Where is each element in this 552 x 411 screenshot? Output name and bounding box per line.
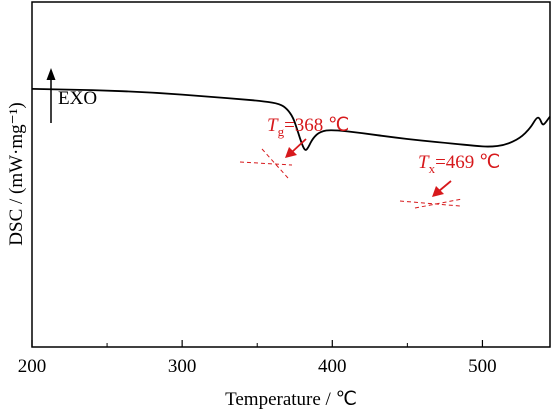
x-tick-label: 400 xyxy=(318,356,347,377)
x-tick-label: 300 xyxy=(168,356,197,377)
x-axis-title: Temperature / ℃ xyxy=(225,389,357,410)
tg-arrow-shaft xyxy=(291,138,307,153)
x-tick-label: 200 xyxy=(18,356,47,377)
tg-annotation-value: =368 ℃ xyxy=(284,115,349,136)
dsc-curve xyxy=(31,88,551,151)
tg-annotation: Tg=368 ℃ xyxy=(267,115,349,139)
series-group xyxy=(31,88,551,151)
tg-tangent-baseline xyxy=(239,161,293,166)
y-axis-title: DSC / (mW·mg⁻¹) xyxy=(6,102,27,245)
tg-arrow xyxy=(285,138,307,158)
tx-arrow-shaft xyxy=(438,180,452,192)
exo-label: EXO xyxy=(58,88,97,109)
tg-annotation-sub: g xyxy=(278,124,285,139)
x-tick-labels: 200 300 400 500 xyxy=(18,356,497,377)
x-tick-label: 500 xyxy=(468,356,497,377)
x-ticks xyxy=(31,340,484,347)
tx-arrow-head xyxy=(432,186,444,197)
tx-tangent-rise xyxy=(414,198,463,209)
plot-frame xyxy=(31,1,551,348)
exo-arrow-head xyxy=(46,68,56,80)
tg-arrow-head xyxy=(285,147,297,158)
tangent-lines xyxy=(239,148,463,209)
tx-tangent-baseline xyxy=(399,200,461,207)
exo-indicator: EXO xyxy=(46,68,97,123)
tx-annotation-sub: x xyxy=(429,161,436,176)
tx-annotation-value: =469 ℃ xyxy=(435,152,500,173)
tx-annotation: Tx=469 ℃ xyxy=(418,152,500,176)
tx-arrow xyxy=(432,180,452,197)
tg-tangent-steep xyxy=(261,148,289,179)
